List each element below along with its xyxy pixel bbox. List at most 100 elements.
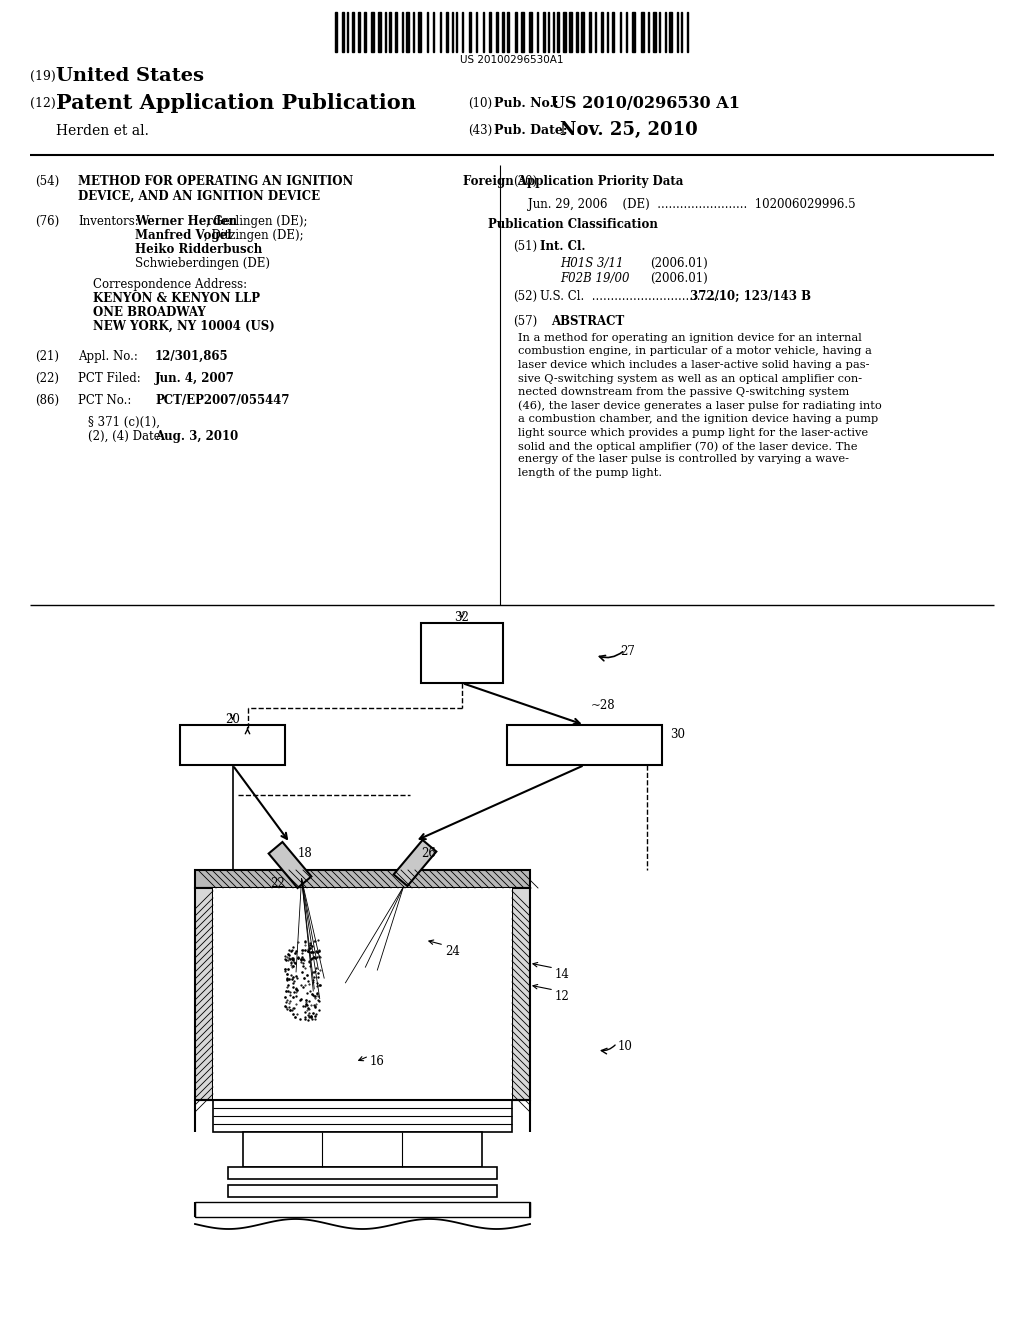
Text: Jun. 4, 2007: Jun. 4, 2007 — [155, 372, 234, 385]
Text: light source which provides a pump light for the laser-active: light source which provides a pump light… — [518, 428, 868, 437]
Bar — [502, 12, 504, 51]
Bar — [563, 12, 566, 51]
Text: Werner Herden: Werner Herden — [135, 215, 237, 228]
Bar — [228, 1167, 497, 1179]
Text: Herden et al.: Herden et al. — [56, 124, 148, 139]
Bar — [521, 12, 524, 51]
Text: 18: 18 — [298, 847, 312, 861]
Text: DEVICE, AND AN IGNITION DEVICE: DEVICE, AND AN IGNITION DEVICE — [78, 190, 321, 203]
Bar — [641, 12, 644, 51]
Bar — [358, 12, 360, 51]
Bar — [228, 1185, 497, 1197]
Text: 12/301,865: 12/301,865 — [155, 350, 228, 363]
Bar — [335, 12, 337, 51]
Text: Aug. 3, 2010: Aug. 3, 2010 — [155, 430, 239, 444]
Text: ~28: ~28 — [591, 700, 615, 711]
Bar — [180, 725, 285, 766]
Text: 30: 30 — [670, 729, 685, 741]
Bar — [557, 12, 559, 51]
Text: laser device which includes a laser-active solid having a pas-: laser device which includes a laser-acti… — [518, 360, 869, 370]
Text: Foreign Application Priority Data: Foreign Application Priority Data — [463, 176, 683, 187]
Text: 10: 10 — [618, 1040, 633, 1053]
Text: Patent Application Publication: Patent Application Publication — [56, 92, 416, 114]
Bar — [581, 12, 584, 51]
Text: 372/10; 123/143 B: 372/10; 123/143 B — [690, 290, 811, 304]
Bar — [378, 12, 381, 51]
Text: (2), (4) Date:: (2), (4) Date: — [88, 430, 165, 444]
Bar — [213, 888, 512, 1100]
Bar — [195, 888, 213, 1100]
Text: (22): (22) — [35, 372, 59, 385]
Bar — [543, 12, 545, 51]
Bar — [446, 12, 449, 51]
Bar — [612, 12, 614, 51]
Text: US 20100296530A1: US 20100296530A1 — [460, 55, 564, 65]
Bar — [512, 888, 530, 1100]
Text: ONE BROADWAY: ONE BROADWAY — [93, 306, 206, 319]
Bar — [342, 12, 344, 51]
Bar — [507, 12, 509, 51]
Text: (57): (57) — [513, 315, 538, 327]
Text: KENYON & KENYON LLP: KENYON & KENYON LLP — [93, 292, 260, 305]
Text: (54): (54) — [35, 176, 59, 187]
Text: 22: 22 — [270, 876, 285, 890]
Bar — [195, 870, 530, 888]
Text: § 371 (c)(1),: § 371 (c)(1), — [88, 416, 160, 429]
Text: 14: 14 — [555, 968, 570, 981]
Text: Pub. Date:: Pub. Date: — [494, 124, 567, 137]
Text: (19): (19) — [30, 70, 55, 83]
Text: (51): (51) — [513, 240, 538, 253]
Bar — [569, 12, 572, 51]
Bar — [213, 1100, 512, 1133]
Text: (86): (86) — [35, 393, 59, 407]
Text: (30): (30) — [513, 176, 538, 187]
Text: Int. Cl.: Int. Cl. — [540, 240, 586, 253]
Text: combustion engine, in particular of a motor vehicle, having a: combustion engine, in particular of a mo… — [518, 346, 871, 356]
Text: 26: 26 — [421, 847, 436, 861]
Text: United States: United States — [56, 67, 204, 84]
Text: Heiko Ridderbusch: Heiko Ridderbusch — [135, 243, 262, 256]
Bar — [601, 12, 603, 51]
Text: Appl. No.:: Appl. No.: — [78, 350, 138, 363]
Text: , Ditzingen (DE);: , Ditzingen (DE); — [204, 228, 304, 242]
Text: length of the pump light.: length of the pump light. — [518, 469, 663, 478]
Text: NEW YORK, NY 10004 (US): NEW YORK, NY 10004 (US) — [93, 319, 274, 333]
Bar — [489, 12, 490, 51]
Text: (52): (52) — [513, 290, 538, 304]
Text: , Gerlingen (DE);: , Gerlingen (DE); — [206, 215, 307, 228]
Bar — [418, 12, 421, 51]
Text: (46), the laser device generates a laser pulse for radiating into: (46), the laser device generates a laser… — [518, 400, 882, 411]
Bar — [406, 12, 409, 51]
Text: 24: 24 — [445, 945, 460, 958]
Bar — [469, 12, 471, 51]
Text: Publication Classification: Publication Classification — [488, 218, 658, 231]
Text: nected downstream from the passive Q-switching system: nected downstream from the passive Q-swi… — [518, 387, 849, 397]
Text: In a method for operating an ignition device for an internal: In a method for operating an ignition de… — [518, 333, 862, 343]
Bar — [268, 842, 311, 888]
Bar — [515, 12, 517, 51]
Bar — [243, 1133, 482, 1167]
Bar — [529, 12, 532, 51]
Text: PCT/EP2007/055447: PCT/EP2007/055447 — [155, 393, 290, 407]
Text: (12): (12) — [30, 96, 55, 110]
Text: (21): (21) — [35, 350, 59, 363]
Text: Correspondence Address:: Correspondence Address: — [93, 279, 247, 290]
Bar — [496, 12, 498, 51]
Bar — [352, 12, 354, 51]
Text: Manfred Vogel: Manfred Vogel — [135, 228, 231, 242]
Text: (2006.01): (2006.01) — [650, 257, 708, 271]
Bar — [589, 12, 591, 51]
Bar — [371, 12, 374, 51]
Text: F02B 19/00: F02B 19/00 — [560, 272, 630, 285]
Bar — [393, 840, 436, 886]
Text: ABSTRACT: ABSTRACT — [551, 315, 625, 327]
Text: energy of the laser pulse is controlled by varying a wave-: energy of the laser pulse is controlled … — [518, 454, 849, 465]
Text: 27: 27 — [620, 645, 635, 657]
Text: H01S 3/11: H01S 3/11 — [560, 257, 624, 271]
Bar — [395, 12, 397, 51]
Text: 20: 20 — [225, 713, 240, 726]
Text: (76): (76) — [35, 215, 59, 228]
Text: U.S. Cl.  ....................................: U.S. Cl. ...............................… — [540, 290, 727, 304]
Text: 12: 12 — [555, 990, 569, 1003]
Bar — [507, 725, 662, 766]
